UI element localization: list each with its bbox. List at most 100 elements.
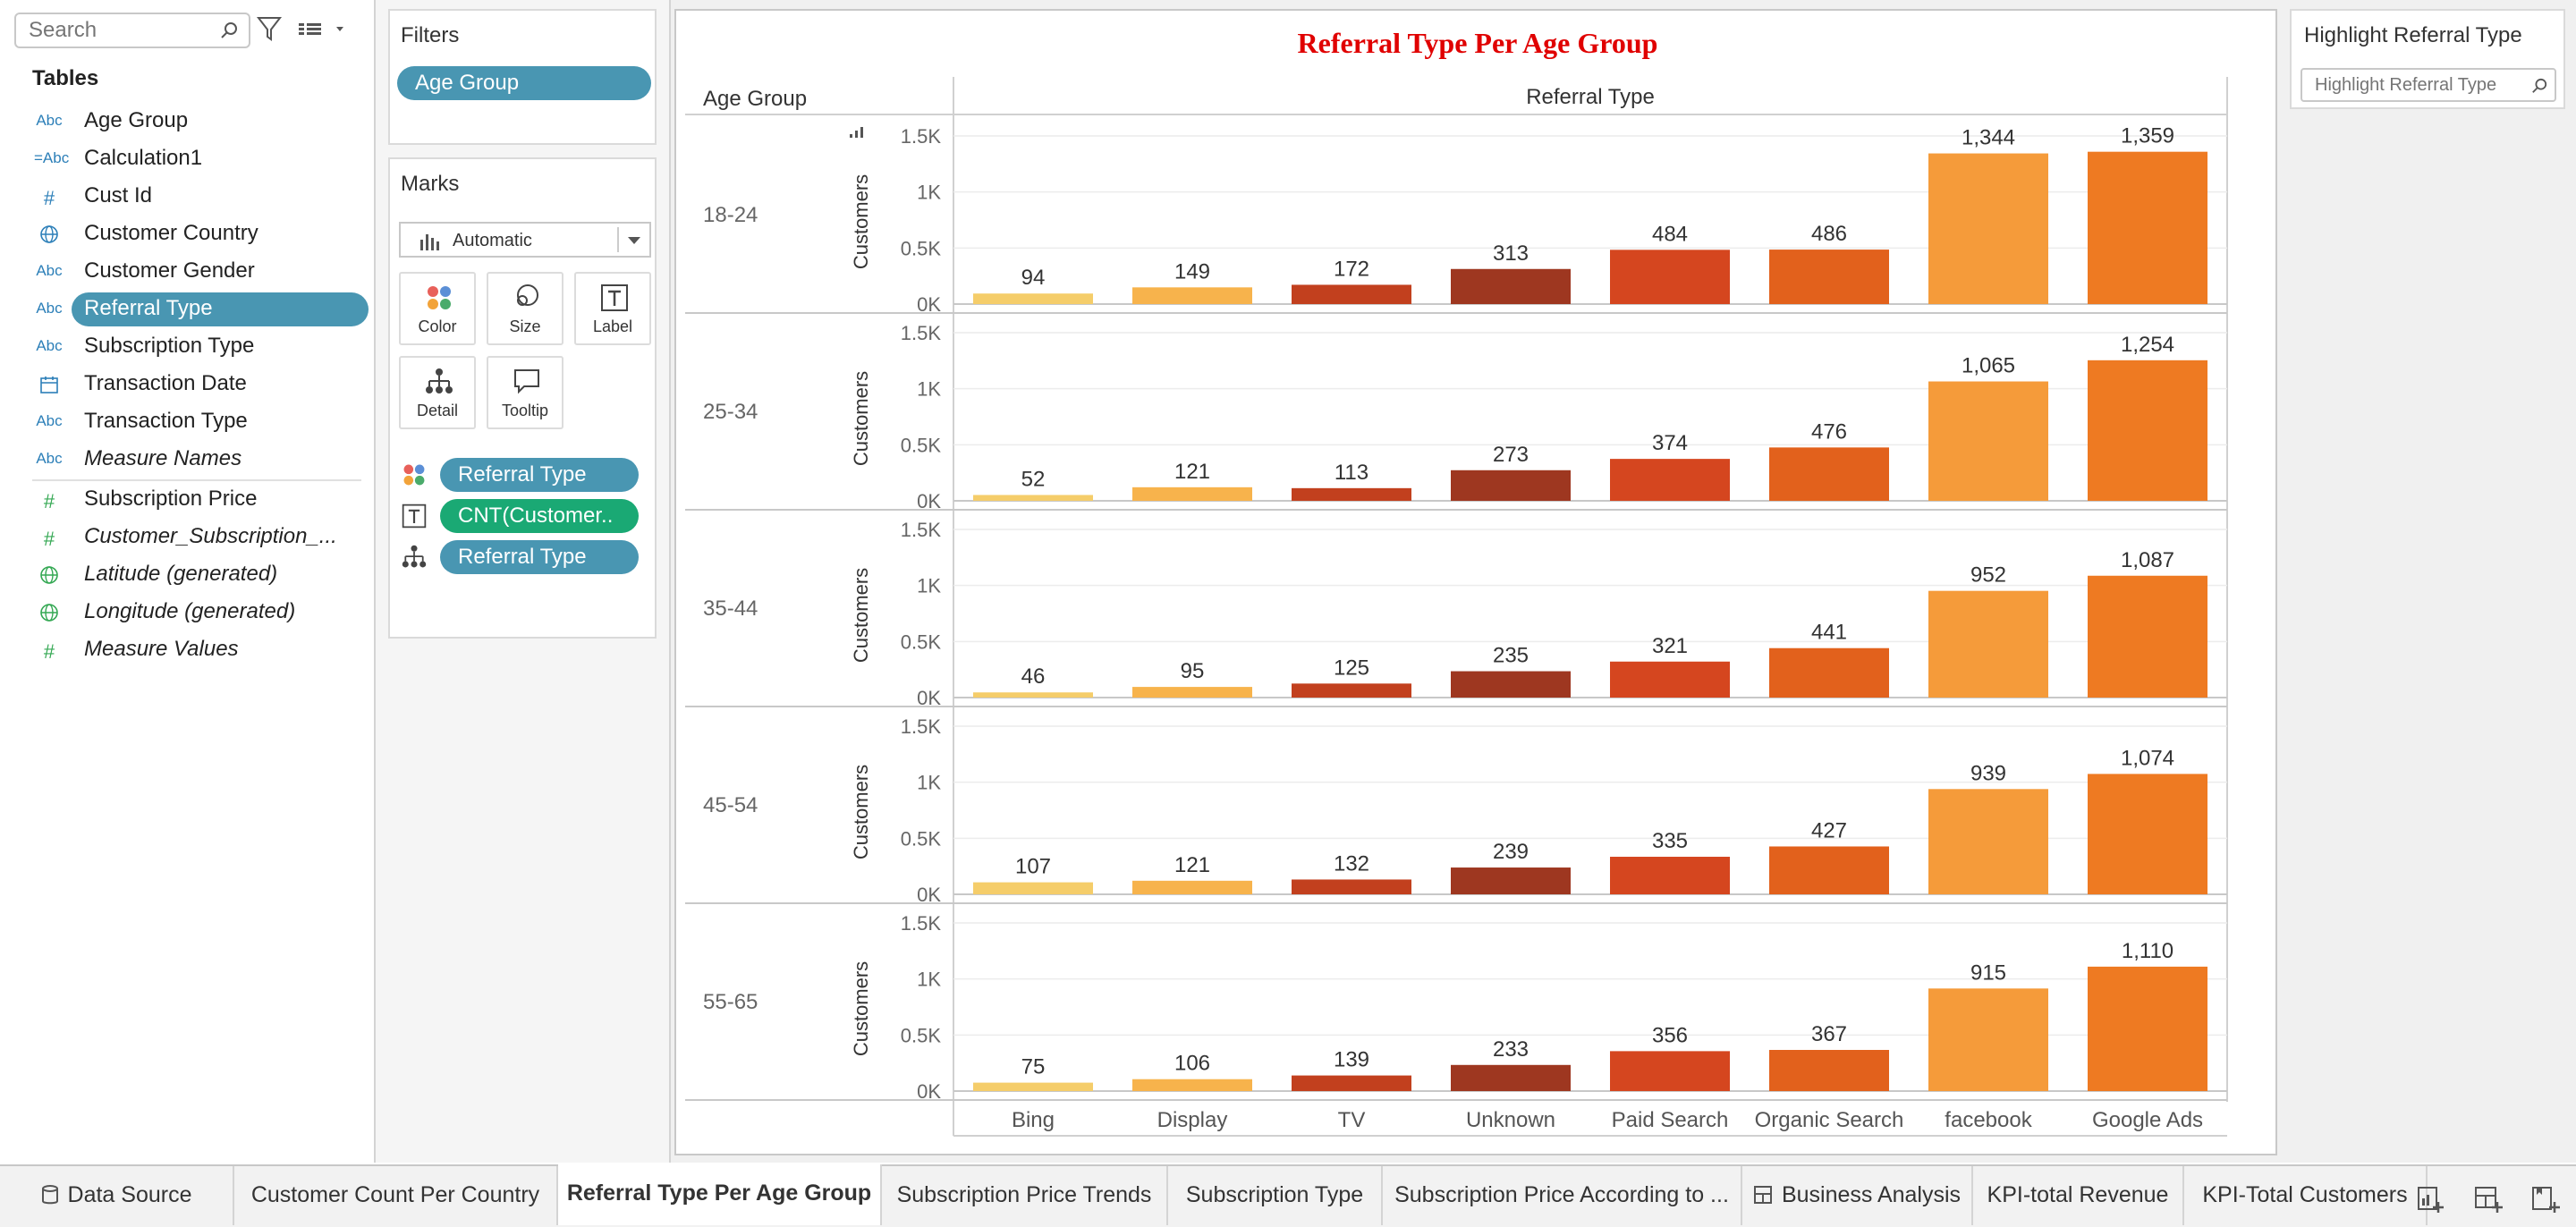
bar-18-24-google-ads[interactable] (2088, 151, 2207, 304)
field-subscription-price[interactable]: # Subscription Price (44, 483, 367, 517)
bar-35-44-google-ads[interactable] (2088, 575, 2207, 698)
bar-35-44-organic-search[interactable] (1769, 647, 1889, 698)
search-box[interactable] (14, 13, 250, 48)
bar-55-65-paid-search[interactable] (1610, 1051, 1730, 1091)
bar-35-44-unknown[interactable] (1451, 671, 1571, 698)
bar-25-34-organic-search[interactable] (1769, 447, 1889, 501)
field-transaction-type[interactable]: Abc Transaction Type (36, 405, 367, 439)
field-referral-type[interactable]: Abc Referral Type (36, 292, 369, 326)
label-pill-cnt-customer[interactable]: CNT(Customer.. (440, 499, 639, 533)
bar-25-34-bing[interactable] (973, 495, 1093, 501)
bar-45-54-organic-search[interactable] (1769, 846, 1889, 894)
tab-kpi-total-revenue[interactable]: KPI-total Revenue (1973, 1166, 2184, 1225)
new-worksheet-icon[interactable] (2415, 1182, 2447, 1214)
highlight-input[interactable] (2315, 70, 2521, 100)
tab-kpi-total-customers[interactable]: KPI-Total Customers (2184, 1166, 2428, 1225)
tooltip-button[interactable]: Tooltip (487, 356, 564, 429)
detail-button[interactable]: Detail (399, 356, 476, 429)
mark-type-dropdown[interactable]: Automatic (399, 222, 651, 258)
bar-18-24-unknown[interactable] (1451, 268, 1571, 304)
bar-25-34-unknown[interactable] (1451, 470, 1571, 501)
bar-18-24-organic-search[interactable] (1769, 250, 1889, 304)
bar-35-44-tv[interactable] (1292, 683, 1411, 698)
tab-data-source[interactable]: Data Source (0, 1166, 234, 1225)
y-axis-title: Customers (850, 765, 872, 859)
bar-25-34-display[interactable] (1132, 487, 1252, 501)
bar-55-65-facebook[interactable] (1928, 988, 2048, 1091)
view-list-icon[interactable] (295, 14, 349, 43)
bar-25-34-facebook[interactable] (1928, 381, 2048, 501)
bar-55-65-display[interactable] (1132, 1079, 1252, 1091)
bar-18-24-facebook[interactable] (1928, 153, 2048, 304)
bar-35-44-bing[interactable] (973, 692, 1093, 698)
bar-45-54-bing[interactable] (973, 882, 1093, 894)
field-age-group[interactable]: Abc Age Group (36, 105, 367, 139)
bar-18-24-bing[interactable] (973, 293, 1093, 304)
chevron-down-icon[interactable] (626, 234, 642, 247)
shelves-pane: Filters Age Group Marks Automatic Color … (376, 0, 671, 1163)
data-label: 125 (1334, 656, 1369, 680)
tooltip-icon (514, 369, 539, 394)
bar-35-44-paid-search[interactable] (1610, 661, 1730, 698)
color-pill-referral-type[interactable]: Referral Type (440, 458, 639, 492)
bar-55-65-google-ads[interactable] (2088, 966, 2207, 1091)
field-measure-names[interactable]: Abc Measure Names (36, 443, 367, 477)
label-button[interactable]: Label (574, 272, 651, 345)
bar-18-24-paid-search[interactable] (1610, 250, 1730, 304)
y-tick-label: 0K (917, 884, 941, 906)
bar-45-54-facebook[interactable] (1928, 789, 2048, 894)
bar-35-44-facebook[interactable] (1928, 590, 2048, 698)
sort-icon[interactable] (850, 127, 863, 138)
tab-business-analysis[interactable]: Business Analysis (1742, 1166, 1973, 1225)
bar-25-34-paid-search[interactable] (1610, 459, 1730, 501)
bar-18-24-display[interactable] (1132, 287, 1252, 304)
bar-25-34-tv[interactable] (1292, 487, 1411, 501)
string-icon: Abc (36, 450, 63, 467)
field-customer-gender[interactable]: Abc Customer Gender (36, 255, 367, 289)
bar-55-65-unknown[interactable] (1451, 1064, 1571, 1091)
color-icon (403, 464, 425, 486)
bar-45-54-paid-search[interactable] (1610, 857, 1730, 894)
field-customer-subscription[interactable]: # Customer_Subscription_... (44, 520, 367, 554)
bar-25-34-google-ads[interactable] (2088, 360, 2207, 501)
y-tick-label: 1.5K (901, 519, 942, 541)
tab-customer-count-per-country[interactable]: Customer Count Per Country (234, 1166, 558, 1225)
highlight-search-box[interactable] (2301, 68, 2556, 102)
bar-55-65-organic-search[interactable] (1769, 1050, 1889, 1091)
field-longitude-generated[interactable]: Longitude (generated) (40, 596, 367, 630)
color-button[interactable]: Color (399, 272, 476, 345)
globe-icon (34, 603, 64, 627)
mark-type-label: Automatic (453, 231, 532, 250)
bar-55-65-bing[interactable] (973, 1082, 1093, 1091)
bar-45-54-google-ads[interactable] (2088, 774, 2207, 894)
tab-subscription-price-trends[interactable]: Subscription Price Trends (882, 1166, 1168, 1225)
bar-55-65-tv[interactable] (1292, 1075, 1411, 1091)
field-latitude-generated[interactable]: Latitude (generated) (40, 558, 367, 592)
tab-referral-type-per-age-group[interactable]: Referral Type Per Age Group (558, 1164, 882, 1225)
size-button[interactable]: Size (487, 272, 564, 345)
detail-pill-referral-type[interactable]: Referral Type (440, 540, 639, 574)
new-dashboard-icon[interactable] (2472, 1182, 2504, 1214)
search-icon[interactable] (220, 21, 238, 39)
bar-45-54-unknown[interactable] (1451, 867, 1571, 894)
new-story-icon[interactable] (2529, 1182, 2562, 1214)
bar-35-44-display[interactable] (1132, 687, 1252, 698)
filter-pill-age-group[interactable]: Age Group (397, 66, 651, 100)
field-calculation1[interactable]: =Abc Calculation1 (34, 142, 367, 176)
search-input[interactable] (29, 14, 208, 47)
bar-45-54-tv[interactable] (1292, 879, 1411, 894)
field-subscription-type[interactable]: Abc Subscription Type (36, 330, 367, 364)
field-customer-country[interactable]: Customer Country (40, 217, 367, 251)
worksheet-view: Referral Type Per Age Group Age Group Ref… (674, 9, 2277, 1155)
tab-subscription-type[interactable]: Subscription Type (1168, 1166, 1383, 1225)
detail-icon (402, 545, 427, 568)
bar-45-54-display[interactable] (1132, 880, 1252, 894)
search-icon[interactable] (2531, 78, 2547, 94)
field-name: Measure Values (84, 637, 239, 661)
field-measure-values[interactable]: # Measure Values (44, 633, 367, 667)
field-cust-id[interactable]: # Cust Id (44, 180, 367, 214)
filter-icon[interactable] (256, 14, 283, 43)
bar-18-24-tv[interactable] (1292, 284, 1411, 304)
tab-subscription-price-according-to[interactable]: Subscription Price According to ... (1383, 1166, 1742, 1225)
field-transaction-date[interactable]: Transaction Date (40, 368, 367, 402)
